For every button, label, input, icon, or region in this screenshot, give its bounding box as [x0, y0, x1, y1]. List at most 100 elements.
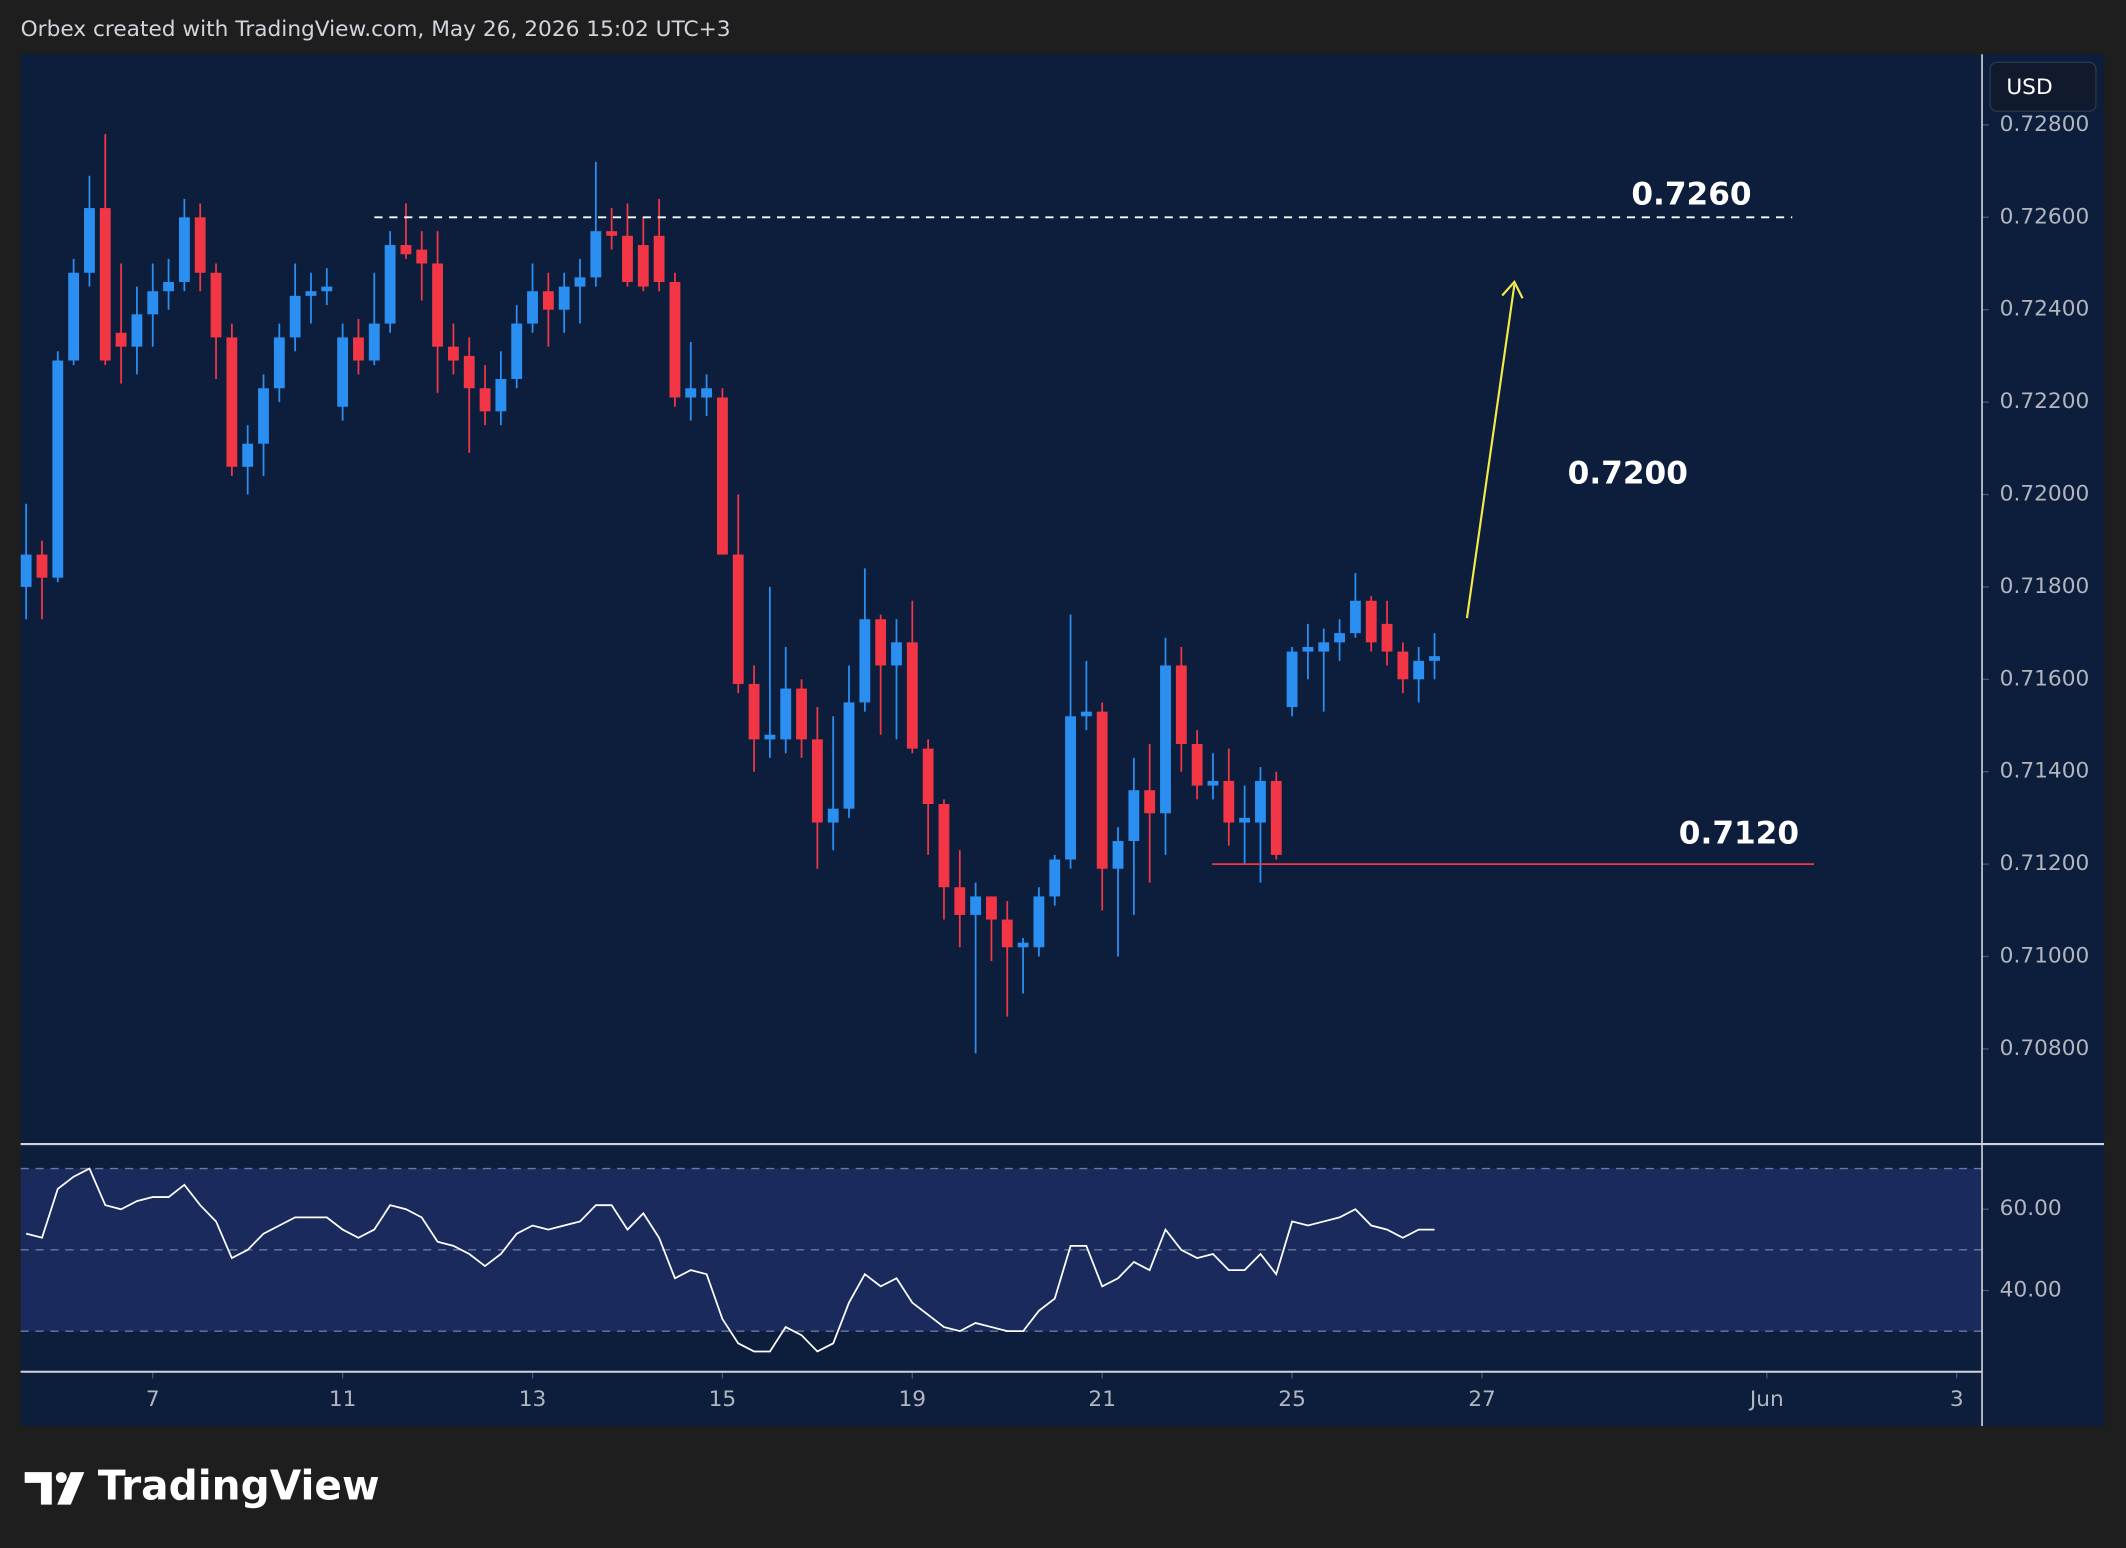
candle-body [1144, 790, 1156, 814]
candle-body [574, 277, 586, 287]
candle-body [796, 688, 807, 740]
candle-body [511, 323, 523, 380]
candle-body [922, 748, 934, 805]
candle-body [36, 554, 48, 578]
y-tick-label: 0.71800 [2000, 574, 2090, 599]
candle-body [1096, 711, 1108, 869]
candle-body [1175, 665, 1187, 744]
candle-body [321, 286, 333, 292]
candle-body [1033, 896, 1045, 948]
candle-body [1001, 919, 1013, 948]
annotation: 0.7120 [1679, 815, 1799, 851]
candle-body [463, 355, 475, 389]
y-tick-label: 0.71000 [2000, 944, 2090, 969]
candle-body [273, 337, 285, 389]
candle-body [1239, 817, 1251, 823]
candle-body [1270, 780, 1282, 855]
y-tick-label: 0.72600 [2000, 204, 2090, 229]
candle-body [590, 231, 602, 278]
candle-body [1112, 841, 1124, 869]
y-tick-label: 0.72200 [2000, 389, 2090, 414]
logo-shape [57, 1472, 85, 1505]
x-tick-label: 19 [899, 1387, 927, 1412]
y-tick-label: 40.00 [2000, 1278, 2062, 1303]
candle-body [1191, 743, 1203, 786]
candle-body [1397, 651, 1409, 680]
candle-body [811, 739, 823, 823]
candle-body [68, 272, 80, 361]
candle-body [131, 314, 143, 347]
candle-body [1413, 660, 1425, 680]
candle-body [1365, 600, 1377, 643]
candle-body [1349, 600, 1361, 634]
candle-body [368, 323, 380, 361]
candle-body [210, 272, 222, 338]
y-tick-label: 0.71600 [2000, 666, 2090, 691]
candle-body [1128, 790, 1140, 842]
candle-body [701, 388, 713, 398]
candle-body [1080, 711, 1092, 717]
candle-body [115, 332, 127, 347]
candle-body [1429, 656, 1440, 661]
x-tick-label: 7 [146, 1387, 160, 1412]
candle-body [1302, 646, 1314, 652]
x-tick-label: 11 [329, 1387, 357, 1412]
candle-body [764, 734, 776, 740]
candle-body [258, 388, 269, 444]
candle-body [447, 346, 459, 361]
candle-body [163, 281, 174, 292]
x-tick-label: Jun [1748, 1387, 1784, 1412]
candle-body [147, 291, 159, 315]
candle-body [1255, 780, 1266, 823]
candle-body [891, 642, 902, 666]
candle-body [1334, 633, 1345, 643]
candle-body [1065, 716, 1076, 860]
arrow [1465, 280, 1524, 619]
candle-body [479, 388, 491, 412]
x-tick-label: 27 [1468, 1387, 1496, 1412]
x-tick-label: 15 [709, 1387, 737, 1412]
candle-body [1049, 859, 1061, 897]
candle-body [986, 896, 997, 920]
currency: USD [2006, 75, 2052, 100]
candle-body [954, 887, 966, 915]
candle-body [1017, 942, 1029, 948]
candle-body [669, 281, 681, 398]
x-tick-label: 13 [519, 1387, 547, 1412]
candle-body [716, 397, 728, 555]
candle-body [242, 443, 254, 467]
candle-body [178, 217, 190, 282]
candle-body [1286, 651, 1298, 708]
candle-body [495, 379, 507, 412]
candle-body [432, 263, 444, 347]
rsi-band [20, 1168, 1983, 1332]
candle-body [906, 642, 918, 749]
logo-icon [24, 1472, 85, 1505]
candle-body [194, 217, 206, 273]
candle-body [1207, 780, 1219, 786]
x-tick-label: 25 [1278, 1387, 1306, 1412]
candle-body [52, 360, 64, 578]
candle-body [732, 554, 744, 684]
currency-badge[interactable] [1989, 61, 2097, 112]
header: Orbex created with TradingView.com, May … [21, 17, 731, 42]
candle-body [20, 554, 32, 587]
candle-body [337, 337, 349, 407]
candle-body [289, 295, 301, 338]
candle-body [843, 702, 855, 809]
candle-body [542, 291, 554, 310]
candle-body [653, 235, 665, 282]
candle-body [527, 291, 538, 324]
candle-body [400, 245, 412, 255]
candle-body [970, 896, 982, 915]
annotation: 0.7200 [1568, 455, 1688, 491]
rsi-line [25, 1167, 1435, 1353]
x-tick-label: 21 [1088, 1387, 1116, 1412]
candle-body [875, 619, 887, 666]
candle-body [1160, 665, 1171, 814]
candle-body [558, 286, 570, 310]
candle-body [780, 688, 792, 740]
candle-body [1318, 642, 1330, 652]
